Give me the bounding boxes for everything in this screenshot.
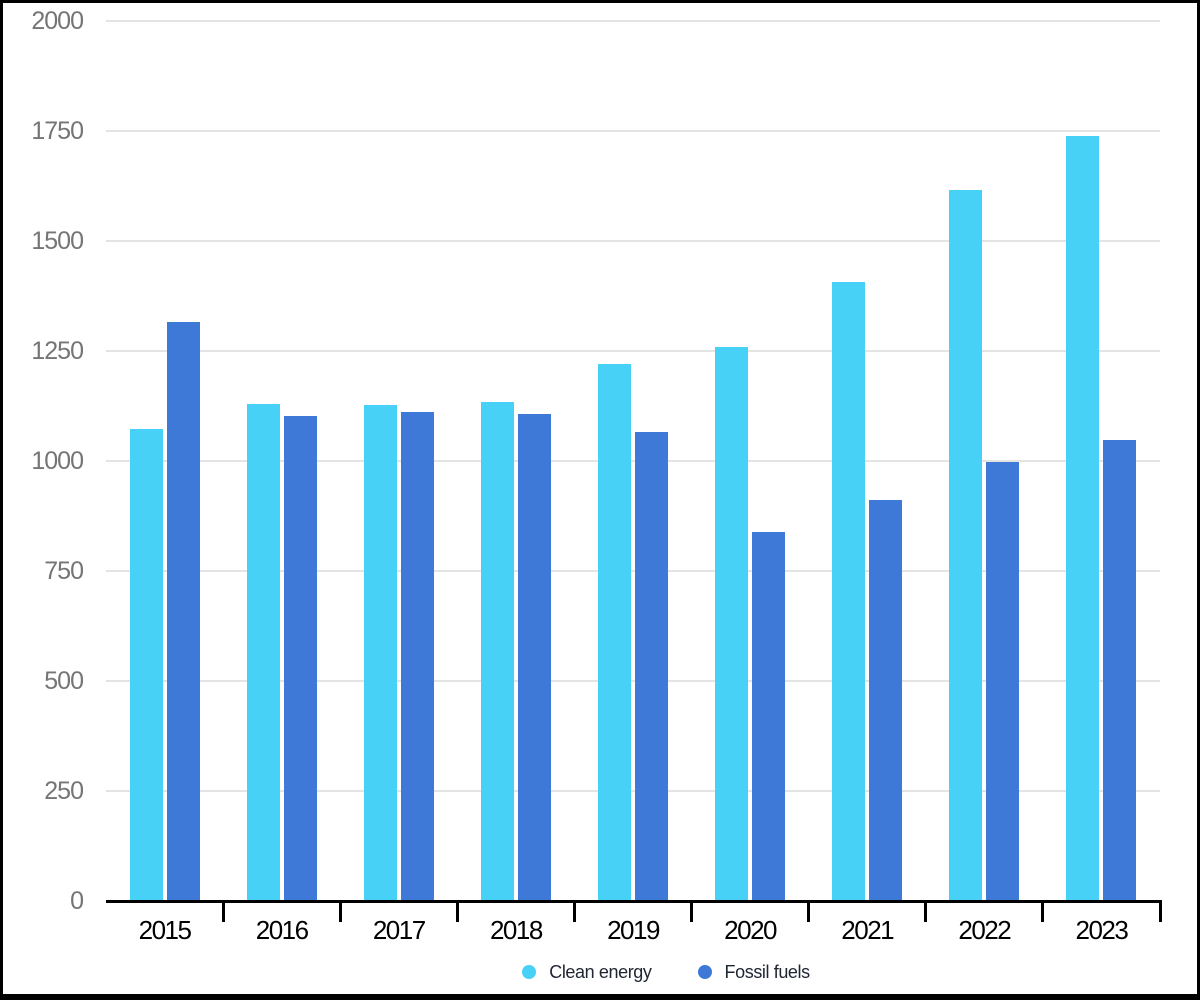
x-axis-tick-4 [572, 900, 576, 922]
bar-fossil-fuels-2022 [986, 462, 1020, 901]
y-tick-label-1750: 1750 [31, 117, 84, 145]
legend-label-clean-energy: Clean energy [549, 962, 652, 982]
bar-clean-energy-2017 [363, 405, 397, 901]
bar-clean-energy-2023 [1066, 136, 1100, 901]
gridline-1250 [106, 350, 1160, 352]
y-tick-label-750: 750 [44, 557, 84, 585]
x-axis-tick-2 [338, 900, 342, 922]
y-tick-label-500: 500 [44, 667, 84, 695]
bar-clean-energy-2020 [715, 347, 749, 901]
bar-fossil-fuels-2019 [635, 432, 668, 901]
y-tick-label-0: 0 [70, 887, 84, 915]
bar-clean-energy-2021 [832, 282, 866, 901]
bar-clean-energy-2016 [246, 404, 280, 901]
bar-fossil-fuels-2020 [752, 532, 786, 901]
gridline-250 [106, 790, 1160, 792]
bar-chart-plot-area: 0 250 500 750 1000 1250 1500 1750 2000 2015 2016 20… [3, 3, 1197, 994]
y-tick-label-250: 250 [44, 777, 84, 805]
x-axis-tick-5 [690, 900, 694, 922]
x-axis-tick-8 [1041, 900, 1045, 922]
x-axis-tick-1 [221, 900, 225, 922]
gridline-500 [106, 680, 1160, 682]
bar-clean-energy-2015 [129, 429, 163, 901]
gridline-1000 [106, 460, 1160, 462]
x-axis-tick-7 [924, 900, 928, 922]
x-tick-label-2019[interactable]: 2019 [607, 915, 660, 945]
gridline-1750 [106, 130, 1160, 132]
x-tick-label-2022[interactable]: 2022 [958, 915, 1011, 945]
bar-fossil-fuels-2016 [283, 416, 317, 901]
y-tick-label-1250: 1250 [31, 337, 84, 365]
x-tick-label-2016[interactable]: 2016 [255, 915, 309, 945]
bar-fossil-fuels-2021 [869, 500, 903, 901]
x-axis-tick-9 [1158, 900, 1162, 922]
legend-item-fossil-fuels[interactable]: Fossil fuels [697, 961, 811, 983]
bar-fossil-fuels-2023 [1103, 440, 1137, 901]
legend: Clean energy Fossil fuels [69, 961, 1197, 983]
legend-label-fossil-fuels: Fossil fuels [724, 962, 811, 982]
x-axis-line [106, 900, 1162, 903]
gridline-750 [106, 570, 1160, 572]
fossil-fuels-legend-dot-icon [697, 965, 712, 979]
bar-fossil-fuels-2018 [517, 414, 551, 901]
bar-clean-energy-2019 [598, 364, 631, 901]
x-axis-tick-3 [455, 900, 459, 922]
x-tick-label-2020[interactable]: 2020 [724, 915, 777, 945]
x-axis-tick-6 [807, 900, 811, 922]
legend-item-clean-energy[interactable]: Clean energy [522, 961, 652, 983]
x-tick-label-2017[interactable]: 2017 [372, 915, 426, 945]
x-tick-label-2015[interactable]: 2015 [138, 915, 192, 945]
x-tick-label-2018[interactable]: 2018 [489, 915, 543, 945]
y-tick-label-1500: 1500 [31, 227, 84, 255]
bar-clean-energy-2018 [480, 402, 514, 901]
gridline-2000 [106, 20, 1160, 22]
y-tick-label-2000: 2000 [31, 7, 84, 35]
clean-energy-legend-dot-icon [522, 965, 537, 979]
x-tick-label-2023[interactable]: 2023 [1075, 915, 1129, 945]
y-tick-label-1000: 1000 [31, 447, 84, 475]
bar-fossil-fuels-2015 [166, 322, 200, 901]
x-tick-label-2021[interactable]: 2021 [841, 915, 894, 945]
gridline-1500 [106, 240, 1160, 242]
bar-fossil-fuels-2017 [400, 412, 434, 901]
bar-clean-energy-2022 [949, 190, 983, 901]
